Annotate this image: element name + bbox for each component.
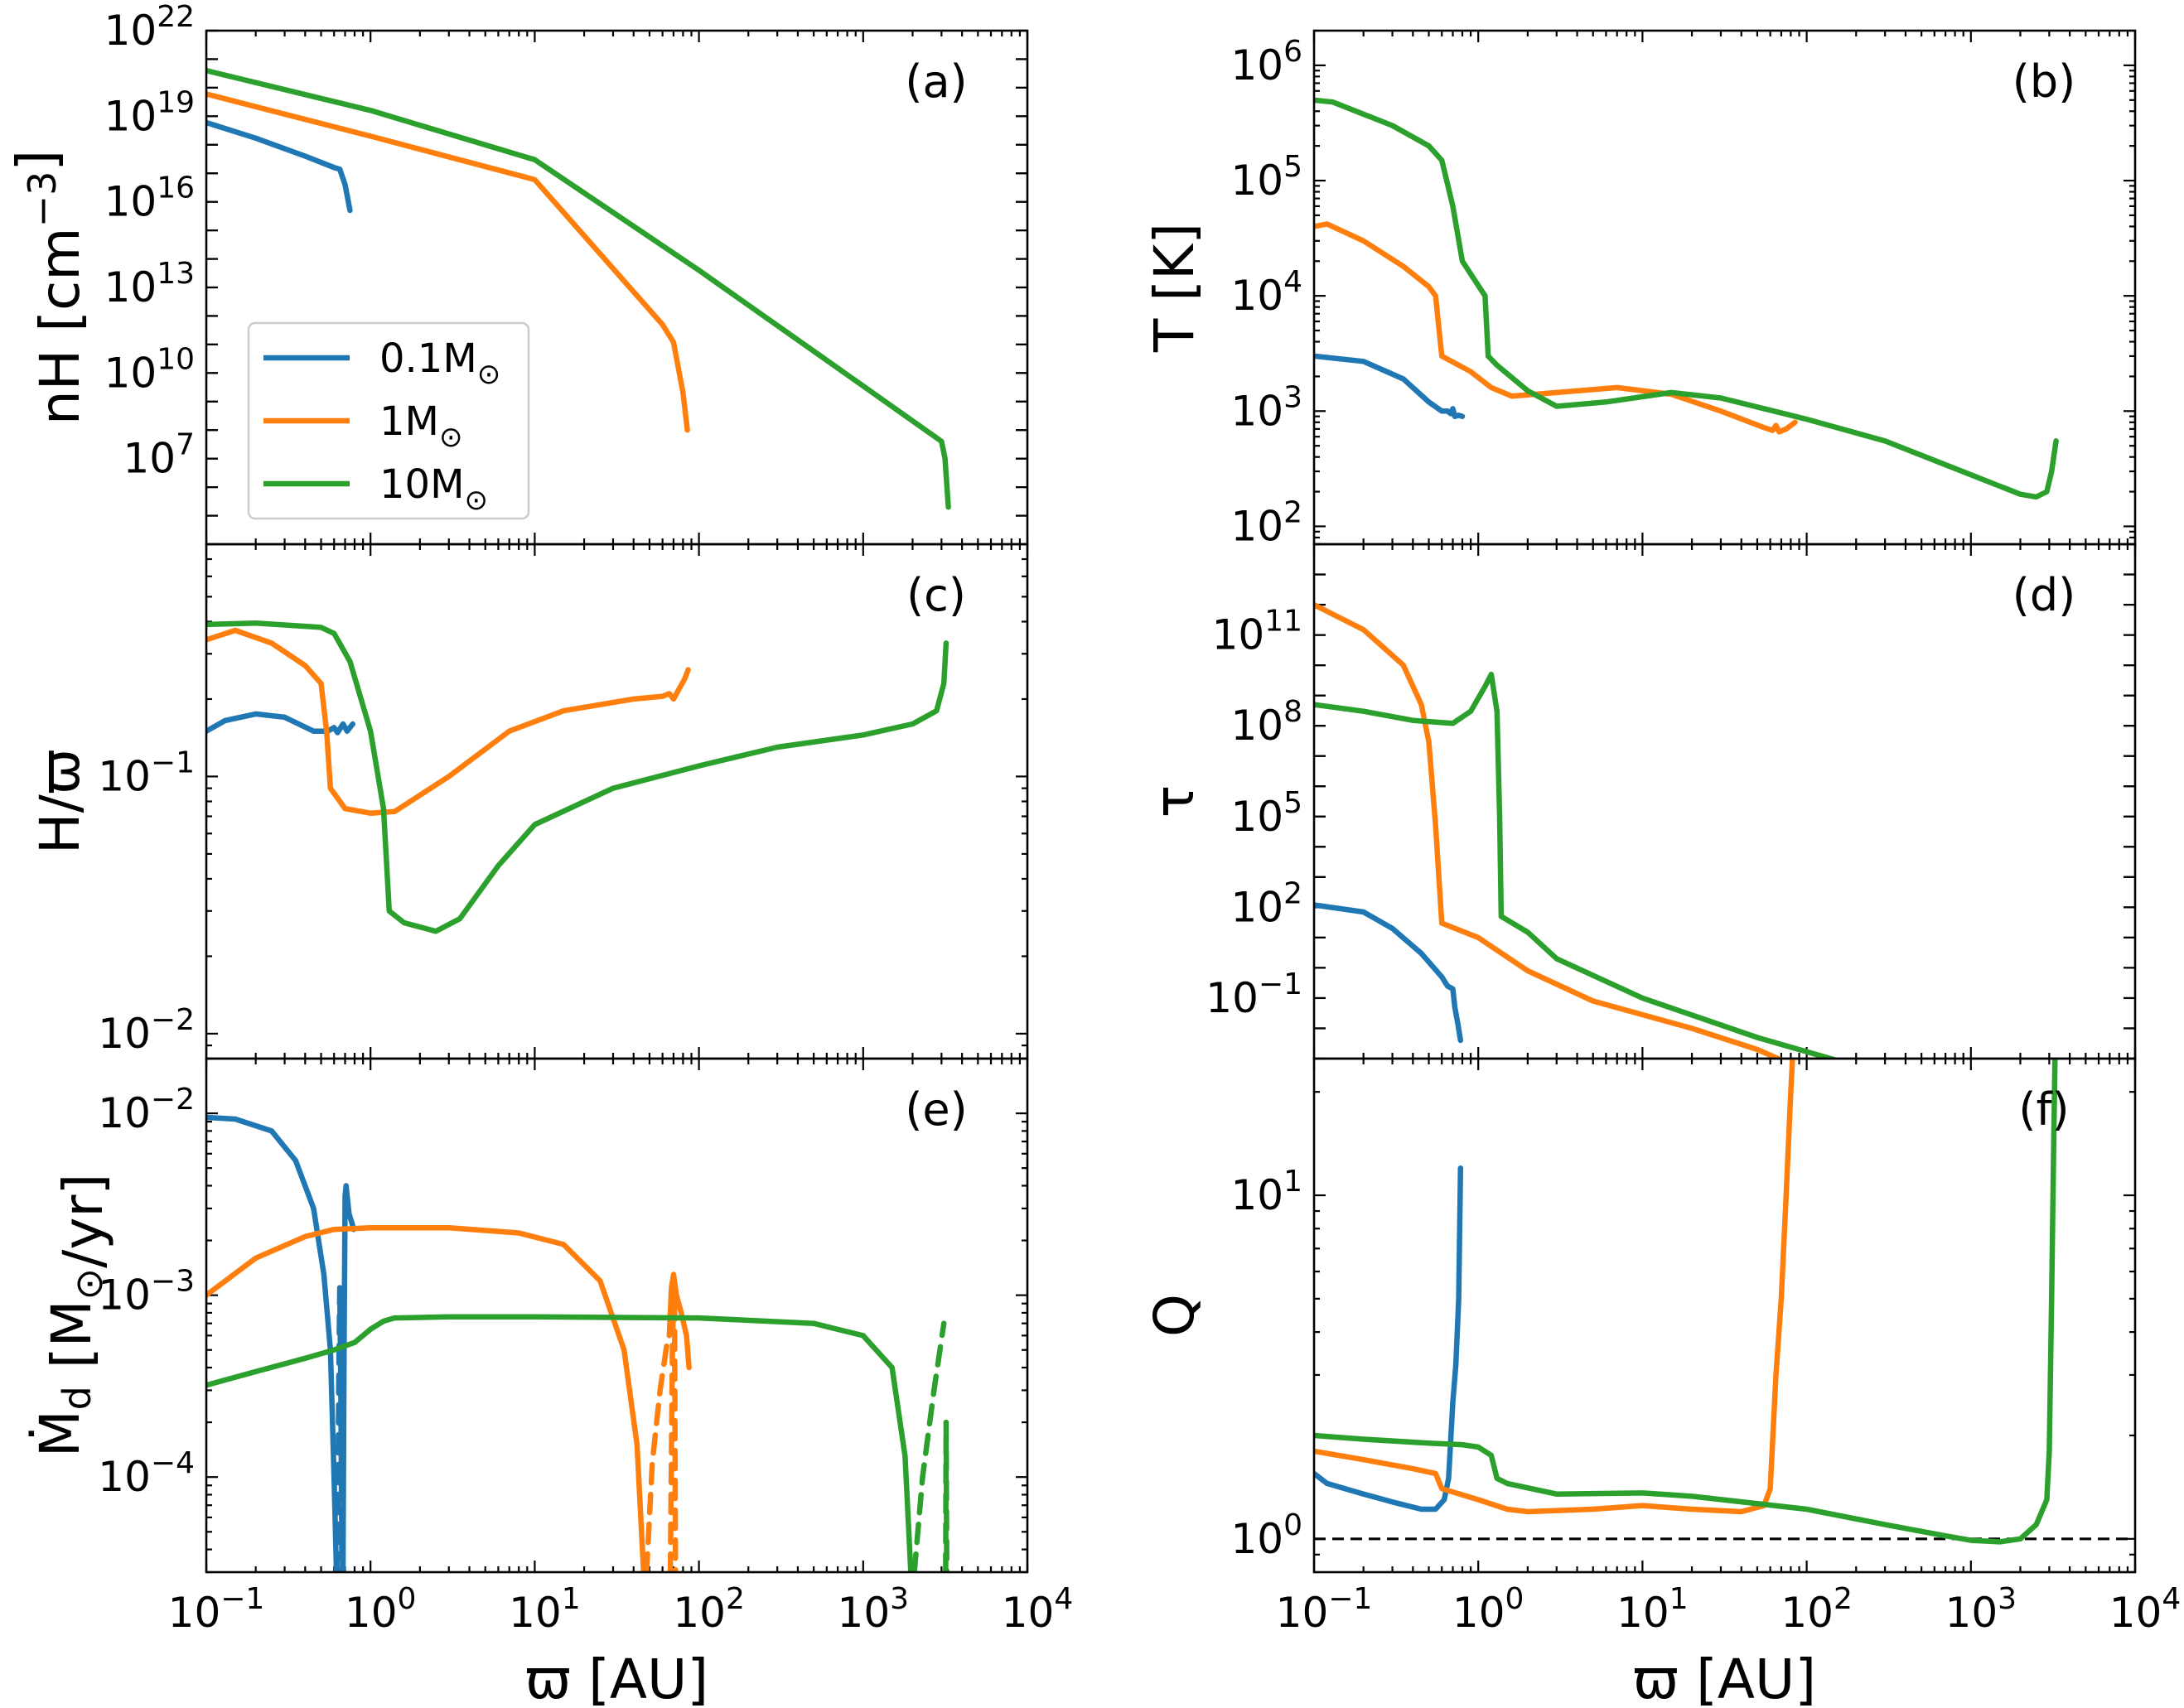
y-tick-label: 100 xyxy=(1230,1508,1302,1563)
series-line-0 xyxy=(1314,353,1466,419)
y-axis-label: H/ϖ xyxy=(28,749,92,854)
series-line-2 xyxy=(206,67,951,510)
series-line-1 xyxy=(1314,601,1784,1059)
x-tick-label: 104 xyxy=(2109,1582,2182,1637)
series-line-0 xyxy=(206,119,353,214)
panel-label: (d) xyxy=(2012,569,2075,621)
legend-label: 1M⊙ xyxy=(379,398,462,454)
axes-frame xyxy=(1312,1057,2137,1574)
x-tick-label: 103 xyxy=(838,1582,910,1637)
series-line-2 xyxy=(206,620,949,934)
y-tick-label: 1019 xyxy=(104,85,195,140)
x-tick-label: 102 xyxy=(673,1582,745,1637)
series-line-0 xyxy=(206,711,356,736)
y-axis-label: Ṁd [M⊙/yr] xyxy=(28,1174,115,1458)
y-tick-label: 103 xyxy=(1230,380,1302,435)
legend-label: 10M⊙ xyxy=(379,461,488,517)
y-axis-label: nH [cm−3] xyxy=(5,150,92,425)
x-tick-label: 101 xyxy=(509,1582,581,1637)
y-tick-label: 1011 xyxy=(1212,605,1302,659)
y-tick-label: 1022 xyxy=(104,0,195,55)
y-tick-label: 10−3 xyxy=(98,1265,195,1320)
panel-label: (b) xyxy=(2012,55,2075,108)
series-line-1 xyxy=(1314,1059,1795,1515)
panel-c: 10−2 10−1 (c) H/ϖ xyxy=(28,543,1029,1060)
y-tick-label: 108 xyxy=(1230,695,1302,750)
series-line-2 xyxy=(340,1183,357,1572)
axes-frame xyxy=(1312,543,2137,1060)
series-line-8 xyxy=(911,1320,947,1572)
series-line-1 xyxy=(206,91,690,433)
y-tick-label: 101 xyxy=(1230,1165,1302,1219)
x-tick-label: 103 xyxy=(1945,1582,2017,1637)
series-line-0 xyxy=(206,1114,340,1572)
legend: 0.1M⊙ 1M⊙ 10M⊙ xyxy=(247,321,530,520)
panel-label: (a) xyxy=(905,55,967,108)
series-line-9 xyxy=(943,1419,949,1572)
y-axis-label: T [K] xyxy=(1143,223,1206,353)
y-axis-label: Q xyxy=(1143,1294,1206,1337)
panel-label: (c) xyxy=(906,569,966,621)
y-tick-label: 102 xyxy=(1230,495,1302,550)
series-line-3 xyxy=(206,1224,647,1572)
y-tick-label: 104 xyxy=(1230,265,1302,320)
x-tick-label: 104 xyxy=(1002,1582,1074,1637)
y-tick-label: 102 xyxy=(1230,876,1302,931)
y-tick-label: 1013 xyxy=(104,257,195,311)
x-tick-label: 100 xyxy=(1452,1582,1524,1637)
axes-frame xyxy=(205,543,1029,1060)
axes-frame xyxy=(205,1057,1029,1574)
series-line-1 xyxy=(206,627,691,816)
y-tick-label: 1010 xyxy=(104,342,195,397)
y-tick-label: 107 xyxy=(123,428,195,483)
x-tick-label: 102 xyxy=(1781,1582,1853,1637)
x-tick-label: 100 xyxy=(345,1582,417,1637)
series-line-2 xyxy=(1314,671,1839,1059)
series-line-0 xyxy=(1314,1165,1464,1513)
panel-f: 100 101 10−1 100 101 102 103 104 (f) Qϖ [AU] xyxy=(1143,1057,2182,1708)
series-line-6 xyxy=(667,1285,679,1572)
legend-label: 0.1M⊙ xyxy=(379,335,500,391)
panel-label: (f) xyxy=(2018,1083,2069,1136)
x-tick-label: 10−1 xyxy=(168,1582,265,1637)
y-tick-label: 10−1 xyxy=(1206,967,1302,1022)
y-tick-label: 1016 xyxy=(104,171,195,226)
panel-a: 107 1010 1013 1016 1019 1022 (a) nH [cm−3] 0.1M⊙… xyxy=(5,0,1029,546)
legend-box xyxy=(247,321,530,520)
x-axis-label: ϖ [AU] xyxy=(1633,1648,1816,1708)
y-tick-label: 10−4 xyxy=(98,1446,195,1501)
y-tick-label: 10−2 xyxy=(98,1083,195,1137)
axes-frame xyxy=(1312,29,2137,546)
panel-b: 102 103 104 105 106 (b) T [K] xyxy=(1143,29,2137,550)
series-line-0 xyxy=(1314,902,1464,1044)
x-tick-label: 101 xyxy=(1616,1582,1689,1637)
series-line-2 xyxy=(1314,1059,2058,1545)
y-tick-label: 10−2 xyxy=(98,1003,195,1058)
panel-e: 10−4 10−3 10−2 10−1 100 101 102 103 104 (e) Ṁd [M⊙… xyxy=(28,1057,1074,1708)
y-tick-label: 106 xyxy=(1230,35,1302,89)
series-line-2 xyxy=(1314,97,2059,500)
y-axis-label: τ xyxy=(1143,785,1206,818)
x-tick-label: 10−1 xyxy=(1276,1582,1373,1637)
panel-label: (e) xyxy=(905,1083,967,1136)
series-line-7 xyxy=(206,1314,914,1572)
panel-d: 10−1 102 105 108 1011 (d) τ xyxy=(1143,543,2137,1060)
y-tick-label: 105 xyxy=(1230,150,1302,205)
x-axis-label: ϖ [AU] xyxy=(525,1648,708,1708)
y-tick-label: 105 xyxy=(1230,786,1302,841)
series-line-4 xyxy=(644,1333,673,1572)
y-tick-label: 10−1 xyxy=(98,745,195,800)
